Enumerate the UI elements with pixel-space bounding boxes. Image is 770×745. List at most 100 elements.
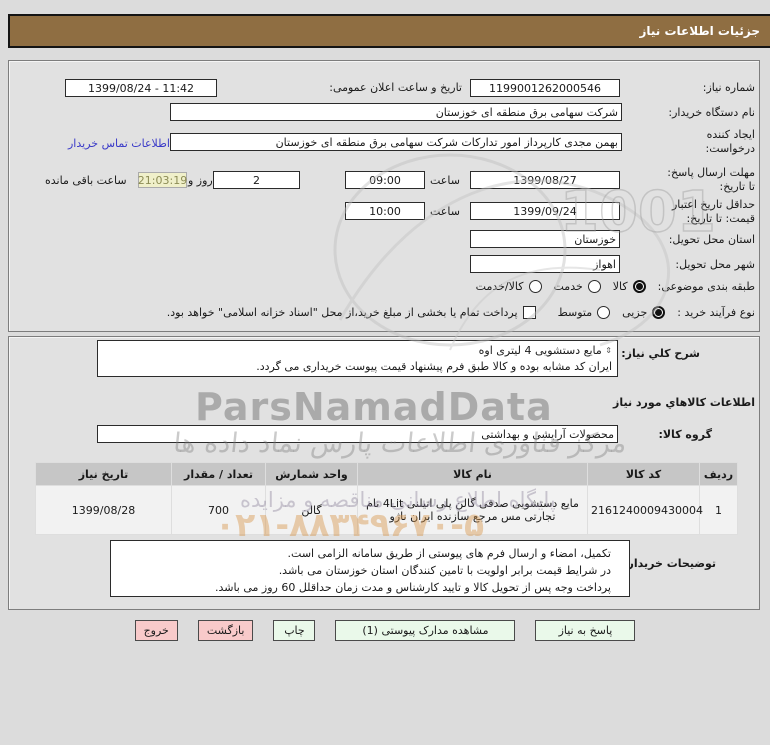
creator-label-line1: ایجاد کننده	[706, 128, 755, 141]
cell-unit: گالن	[265, 485, 358, 535]
deadline-date-input[interactable]: 1399/08/27	[470, 171, 620, 189]
province-label: استان محل تحویل:	[668, 233, 755, 246]
cell-need-date: 1399/08/28	[35, 485, 172, 535]
remaining-days-input[interactable]: 2	[213, 171, 300, 189]
classification-row: طبقه بندی موضوعی: کالا خدمت کالا/خدمت	[476, 280, 755, 293]
goods-table-header-row: ردیف کد کالا نام کالا واحد شمارش تعداد /…	[35, 462, 738, 486]
col-header-goods-code: کد کالا	[587, 462, 700, 486]
cell-quantity: 700	[171, 485, 266, 535]
need-description-line1-wrap: ⇕ مایع دستشویی 4 لیتری اوه	[100, 343, 612, 359]
goods-group-input[interactable]: محصولات آرایشی و بهداشتی	[97, 425, 618, 443]
reply-to-need-button[interactable]: پاسخ به نیاز	[535, 620, 636, 641]
need-description-textarea[interactable]: ⇕ مایع دستشویی 4 لیتری اوه ایران کد مشاب…	[97, 340, 618, 377]
need-number-value: 1199001262000546	[489, 81, 601, 95]
buyer-notes-label: توضیحات خریدار:	[623, 557, 716, 570]
validity-hour-label: ساعت	[430, 205, 460, 218]
col-header-need-date: تاریخ نیاز	[35, 462, 172, 486]
radio-option-goods-service[interactable]: کالا/خدمت	[476, 280, 542, 293]
view-attached-docs-button[interactable]: مشاهده مدارک پیوستی (1)	[335, 620, 516, 641]
radio-option-service[interactable]: خدمت	[554, 280, 601, 293]
radio-icon-medium[interactable]	[597, 306, 611, 319]
city-label: شهر محل تحویل:	[675, 258, 755, 271]
action-button-row: پاسخ به نیاز مشاهده مدارک پیوستی (1) چاپ…	[0, 620, 770, 641]
deadline-label-line1: مهلت ارسال پاسخ:	[667, 166, 755, 179]
buyer-notes-line1: تکمیل، امضاء و ارسال فرم های پیوستی از ط…	[287, 547, 611, 560]
radio-label-medium: متوسط	[557, 306, 593, 319]
countdown-suffix-label: ساعت باقی مانده	[45, 174, 127, 187]
buyer-notes-line2: در شرایط قیمت برابر اولویت با تامین کنند…	[278, 564, 611, 577]
goods-table: ردیف کد کالا نام کالا واحد شمارش تعداد /…	[35, 462, 738, 535]
goods-info-header: اطلاعات کالاهاي مورد نیاز	[613, 396, 755, 409]
buyer-org-input[interactable]: شرکت سهامی برق منطقه ای خوزستان	[170, 103, 622, 121]
announce-datetime-value: 1399/08/24 - 11:42	[87, 81, 195, 95]
deadline-time-value: 09:00	[369, 173, 401, 187]
remaining-days-value: 2	[253, 173, 260, 187]
need-description-line1: مایع دستشویی 4 لیتری اوه	[478, 344, 602, 357]
days-suffix-label: روز و	[188, 174, 213, 187]
radio-label-goods: کالا	[612, 280, 628, 293]
scroll-glyph-icon: ⇕	[605, 346, 612, 355]
need-description-label: شرح کلي نیاز:	[621, 347, 700, 360]
deadline-time-input[interactable]: 09:00	[345, 171, 425, 189]
radio-option-medium[interactable]: متوسط	[558, 306, 611, 319]
radio-icon-goods[interactable]	[632, 280, 646, 293]
cell-row-number: 1	[699, 485, 738, 535]
goods-table-row: 1 2161240009430004 مایع دستشویی صدفی گال…	[35, 485, 738, 535]
radio-icon-goods-service[interactable]	[528, 280, 542, 293]
validity-date-value: 1399/09/24	[513, 204, 577, 218]
cell-goods-name: مایع دستشویی صدفی گالن پلی اتیلنی 4Lit ن…	[357, 485, 588, 535]
city-input[interactable]: اهواز	[470, 255, 620, 273]
buyer-org-value: شرکت سهامی برق منطقه ای خوزستان	[435, 105, 618, 119]
need-number-input[interactable]: 1199001262000546	[470, 79, 620, 97]
treasury-checkbox[interactable]	[522, 306, 536, 319]
treasury-checkbox-label: پرداخت تمام یا بخشی از مبلغ خرید،از محل …	[166, 306, 518, 319]
validity-label-line2: قیمت: تا تاریخ:	[686, 212, 755, 225]
col-header-row-number: ردیف	[699, 462, 738, 486]
col-header-unit: واحد شمارش	[265, 462, 358, 486]
validity-label: حداقل تاریخ اعتبار قیمت: تا تاریخ:	[672, 198, 755, 226]
validity-label-line1: حداقل تاریخ اعتبار	[671, 198, 755, 211]
need-description-line2: ایران کد مشابه بوده و کالا طبق فرم پیشنه…	[256, 360, 612, 373]
radio-icon-service[interactable]	[587, 280, 601, 293]
exit-button[interactable]: خروج	[134, 620, 178, 641]
process-type-label: نوع فرآیند خرید :	[677, 306, 755, 319]
buyer-org-label: نام دستگاه خریدار:	[668, 106, 755, 119]
need-number-label: شماره نیاز:	[702, 81, 755, 94]
radio-icon-minor[interactable]	[652, 306, 666, 319]
print-button[interactable]: چاپ	[273, 620, 316, 641]
radio-option-minor[interactable]: جزیی	[622, 306, 666, 319]
col-header-goods-name: نام کالا	[357, 462, 588, 486]
province-input[interactable]: خوزستان	[470, 230, 620, 248]
creator-label-line2: درخواست:	[705, 142, 755, 155]
creator-label: ایجاد کننده درخواست:	[706, 128, 755, 156]
page-title: جزئیات اطلاعات نیاز	[639, 24, 760, 38]
buyer-notes-line3: پرداخت وجه پس از تحویل کالا و تایید کارش…	[214, 581, 611, 594]
goods-group-label: گروه کالا:	[658, 428, 712, 441]
announce-datetime-input[interactable]: 1399/08/24 - 11:42	[65, 79, 217, 97]
radio-label-goods-service: کالا/خدمت	[475, 280, 524, 293]
buyer-contact-link[interactable]: اطلاعات تماس خریدار	[68, 137, 170, 150]
back-button[interactable]: بازگشت	[197, 620, 254, 641]
treasury-checkbox-option[interactable]: پرداخت تمام یا بخشی از مبلغ خرید،از محل …	[167, 306, 536, 319]
process-type-row: نوع فرآیند خرید : جزیی متوسط پرداخت تمام…	[167, 306, 755, 319]
countdown-timer: 21:03:19	[137, 172, 188, 188]
validity-time-input[interactable]: 10:00	[345, 202, 425, 220]
cell-goods-code: 2161240009430004	[587, 485, 703, 535]
city-value: اهواز	[593, 257, 616, 271]
deadline-label: مهلت ارسال پاسخ: تا تاریخ:	[667, 166, 755, 194]
radio-label-service: خدمت	[553, 280, 583, 293]
radio-label-minor: جزیی	[622, 306, 648, 319]
radio-option-goods[interactable]: کالا	[613, 280, 646, 293]
validity-date-input[interactable]: 1399/09/24	[470, 202, 620, 220]
col-header-quantity: تعداد / مقدار	[171, 462, 266, 486]
creator-input[interactable]: بهمن مجدی کارپرداز امور تدارکات شرکت سها…	[170, 133, 622, 151]
classification-label: طبقه بندی موضوعی:	[657, 280, 755, 293]
announce-datetime-label: تاریخ و ساعت اعلان عمومی:	[329, 81, 462, 94]
goods-table-wrap: ردیف کد کالا نام کالا واحد شمارش تعداد /…	[35, 462, 738, 535]
window-title-bar: جزئیات اطلاعات نیاز	[8, 14, 770, 48]
buyer-notes-box[interactable]: تکمیل، امضاء و ارسال فرم های پیوستی از ط…	[110, 540, 630, 597]
validity-time-value: 10:00	[369, 204, 401, 218]
deadline-hour-label: ساعت	[430, 174, 460, 187]
deadline-label-line2: تا تاریخ:	[719, 180, 755, 193]
